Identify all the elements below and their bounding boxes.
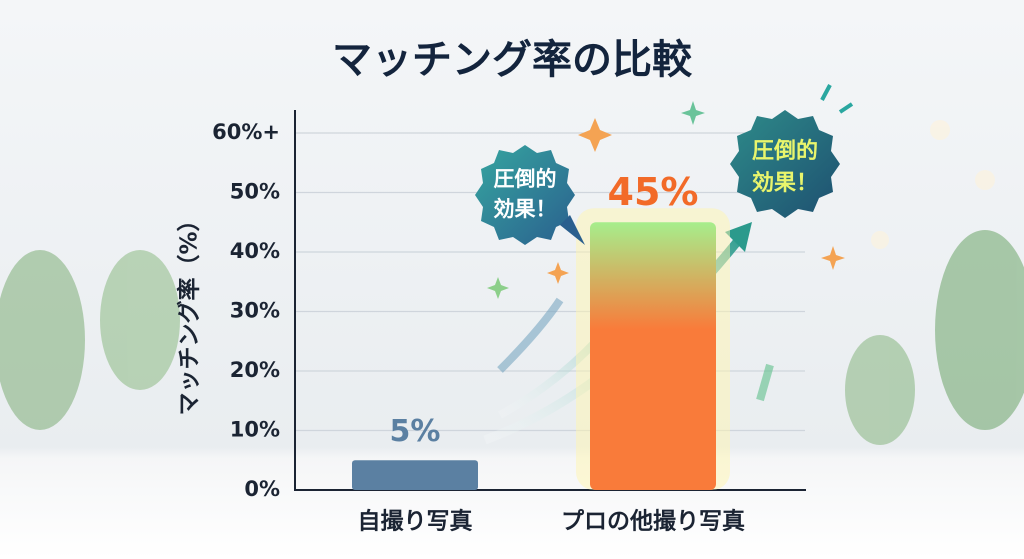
y-tick-label: 50% <box>230 180 280 204</box>
y-tick-label: 30% <box>230 299 280 323</box>
x-tick-label: 自撮り写真 <box>358 508 473 535</box>
chart-title: マッチング率の比較 <box>332 37 693 83</box>
bar <box>352 460 478 490</box>
annotation-line: 効果！ <box>752 170 818 196</box>
annotation-line: 効果！ <box>494 197 557 221</box>
annotation-badge: 圧倒的 効果！ <box>730 84 854 218</box>
x-tick-label: プロの他撮り写真 <box>561 508 745 535</box>
data-label: 5% <box>390 414 441 449</box>
y-tick-label: 10% <box>230 418 280 442</box>
bars <box>352 208 730 490</box>
annotation-line: 圧倒的 <box>494 167 557 191</box>
y-tick-label: 40% <box>230 239 280 263</box>
annotation-badge: 圧倒的 効果！ <box>475 145 585 245</box>
y-tick-label: 20% <box>230 358 280 382</box>
y-axis-label: マッチング率（%） <box>176 208 203 415</box>
y-tick-label: 0% <box>244 477 280 501</box>
y-tick-label: 60%+ <box>212 120 280 144</box>
decor-plants <box>0 120 1024 445</box>
bar <box>590 222 716 490</box>
data-label: 45% <box>608 170 699 214</box>
annotation-line: 圧倒的 <box>752 138 818 164</box>
